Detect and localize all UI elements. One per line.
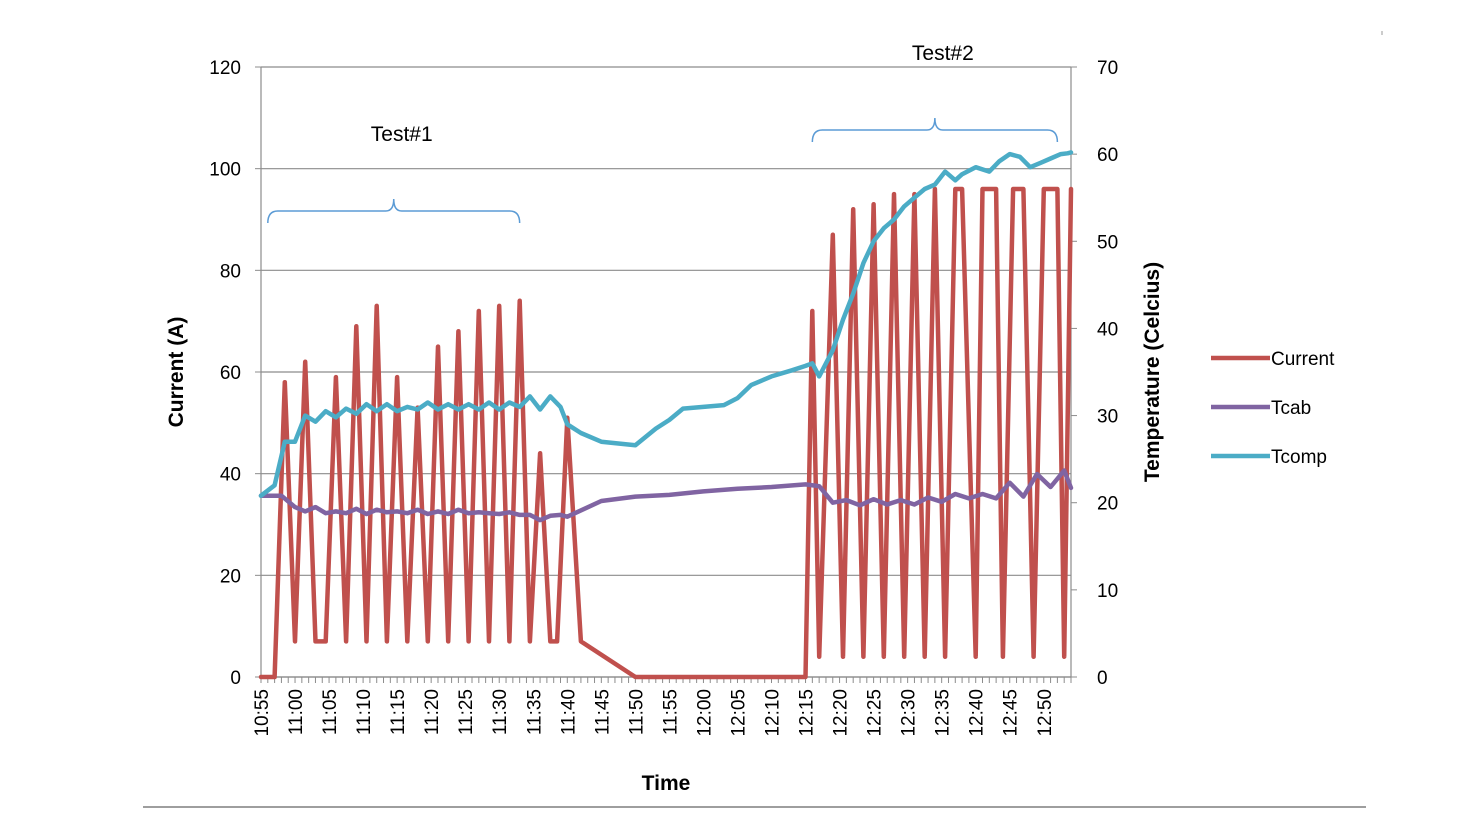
x-tick-label: 11:40: [558, 689, 579, 735]
y2-tick-label: 40: [1097, 319, 1118, 340]
x-tick-label: 11:10: [354, 689, 375, 735]
y-tick-label: 20: [220, 566, 241, 587]
x-tick-label: 11:15: [388, 689, 409, 735]
x-tick-label: 11:35: [524, 689, 545, 735]
series-line-tcab: [258, 468, 1074, 523]
annotation-brace: [267, 198, 521, 224]
x-axis-title: Time: [642, 772, 691, 795]
y2-tick-label: 50: [1097, 232, 1118, 253]
annotations: Test#1 Test#2: [267, 31, 1383, 224]
series-line-current: [258, 186, 1074, 680]
x-tick-label: 12:25: [865, 689, 886, 737]
y-tick-label: 40: [220, 465, 241, 486]
x-tick-label: 11:45: [592, 689, 613, 735]
x-tick-label: 11:50: [626, 689, 647, 735]
y2-tick-label: 20: [1097, 494, 1118, 515]
annotation-label: Test#2: [912, 42, 974, 65]
x-tick-label: 12:50: [1035, 689, 1056, 737]
x-tick-label: 11:00: [286, 689, 307, 735]
y-tick-label: 0: [230, 668, 241, 689]
x-tick-label: 12:15: [797, 689, 818, 737]
x-tick-label: 12:00: [694, 689, 715, 737]
annotation-label: Test#1: [371, 123, 433, 146]
series-line-tcomp: [258, 150, 1074, 498]
y2-tick-label: 30: [1097, 407, 1118, 428]
x-tick-label: 11:20: [422, 689, 443, 735]
y2-tick-label: 0: [1097, 668, 1108, 689]
plot-series: [258, 150, 1074, 680]
legend-label-tcab: Tcab: [1271, 398, 1311, 419]
y2-tick-label: 60: [1097, 145, 1118, 166]
x-tick-label: 11:25: [456, 689, 477, 735]
legend-label-current: Current: [1271, 349, 1335, 370]
legend-label-tcomp: Tcomp: [1271, 447, 1327, 468]
y2-tick-label: 70: [1097, 58, 1118, 79]
y-tick-label: 120: [209, 58, 241, 79]
x-tick-label: 12:45: [1001, 689, 1022, 737]
x-tick-label: 11:30: [490, 689, 511, 735]
x-tick-label: 12:30: [899, 689, 920, 737]
x-tick-label: 12:10: [763, 689, 784, 737]
y-axis-title: Current (A): [165, 317, 188, 428]
gridlines: [261, 66, 1071, 678]
y2-axis-title: Temperature (Celcius): [1141, 262, 1164, 482]
x-tick-label: 11:05: [320, 689, 341, 735]
annotation-brace: [811, 117, 1059, 143]
y2-tick-label: 10: [1097, 581, 1118, 602]
x-tick-label: 12:05: [728, 689, 749, 737]
x-tick-label: 12:40: [967, 689, 988, 737]
x-tick-label: 12:35: [933, 689, 954, 737]
y-tick-label: 100: [209, 160, 241, 181]
x-tick-label: 12:20: [831, 689, 852, 737]
x-tick-label: 10:55: [252, 689, 273, 737]
legend: Current Tcab Tcomp: [1211, 349, 1335, 468]
x-tick-label: 11:55: [660, 689, 681, 735]
y-tick-label: 60: [220, 363, 241, 384]
y-tick-label: 80: [220, 261, 241, 282]
